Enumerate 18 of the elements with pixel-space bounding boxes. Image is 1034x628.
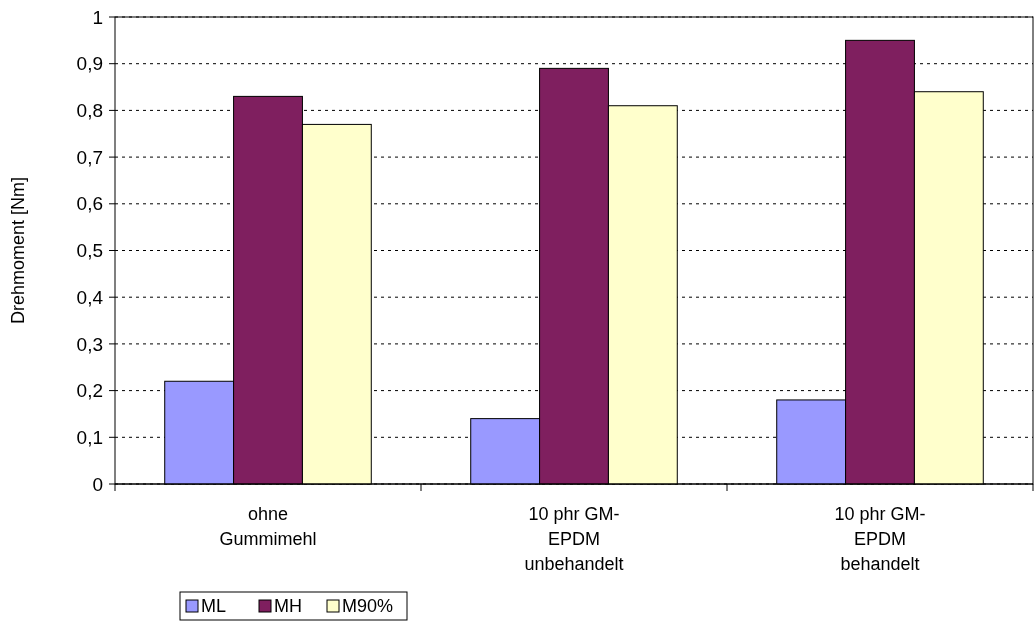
x-tick-label: 10 phr GM-EPDM behandelt <box>834 504 926 574</box>
y-tick-label: 0,5 <box>76 240 103 262</box>
x-tick-label: 10 phr GM-EPDM unbehandelt <box>524 504 624 574</box>
y-tick-label: 0,4 <box>76 286 104 308</box>
legend-label: ML <box>201 596 227 617</box>
legend-label: M90% <box>342 596 394 617</box>
y-tick-label: 0,3 <box>76 333 103 355</box>
y-tick-label: 0,6 <box>76 193 103 215</box>
y-tick-label: 0,9 <box>76 53 103 75</box>
x-tick-label: ohne Gummimehl <box>219 504 317 549</box>
y-axis-title: Drehmoment [Nm] <box>8 176 29 325</box>
y-tick-label: 0 <box>92 473 103 495</box>
y-tick-label: 1 <box>92 6 103 28</box>
y-tick-label: 0,1 <box>76 426 103 448</box>
y-tick-label: 0,7 <box>76 146 103 168</box>
y-tick-label: 0,2 <box>76 380 103 402</box>
legend-label: MH <box>274 596 302 617</box>
y-tick-label: 0,8 <box>76 100 103 122</box>
